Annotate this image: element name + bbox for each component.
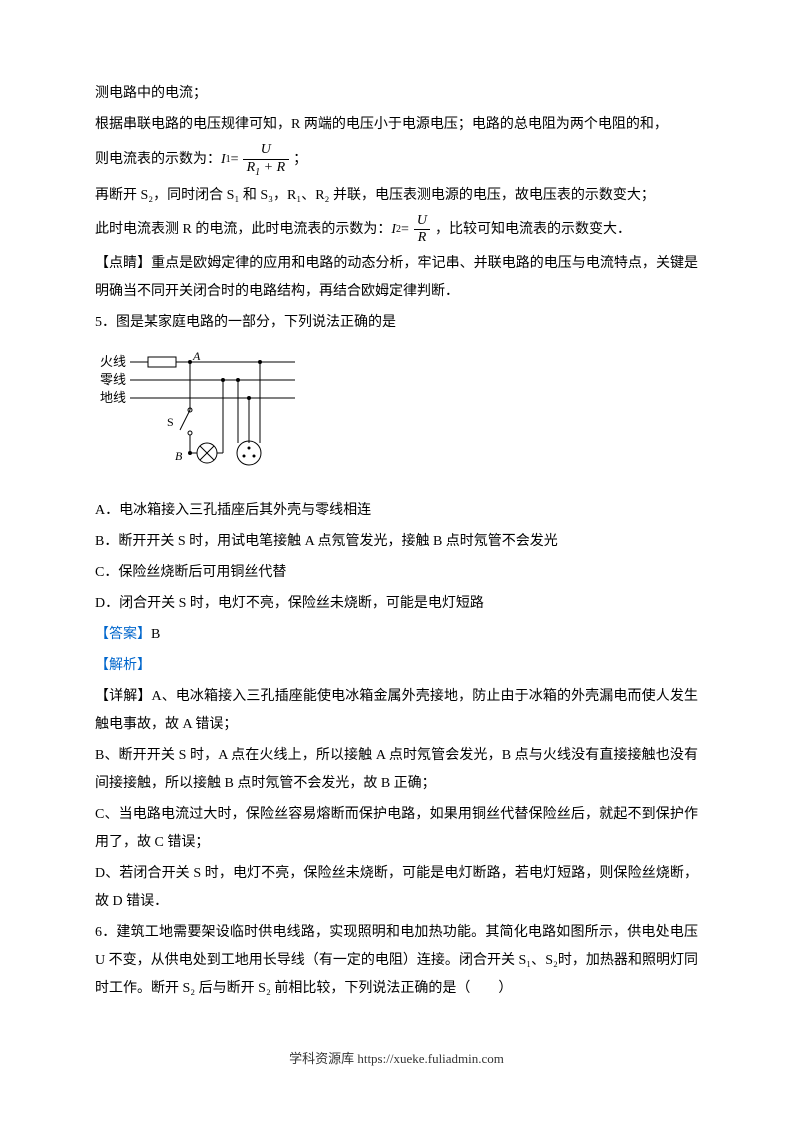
question-6: 6．建筑工地需要架设临时供电线路，实现照明和电加热功能。其简化电路如图所示，供电… xyxy=(95,919,698,1003)
var: R xyxy=(277,160,286,175)
circuit-diagram: 火线 A 零线 地线 S B xyxy=(95,348,295,478)
denominator: R xyxy=(414,229,431,247)
answer-value: B xyxy=(151,627,160,642)
denominator: R1 + R xyxy=(243,159,290,179)
formula-line-2: 此时电流表测 R 的电流，此时电流表的示数为： I2 = U R ，比较可知电流… xyxy=(95,213,698,248)
label-neutral: 零线 xyxy=(100,372,126,387)
paragraph: 再断开 S₂，同时闭合 S₁ 和 S₃，R₁、R₂ 并联，电压表测电源的电压，故… xyxy=(95,182,698,210)
analysis-label: 【解析】 xyxy=(95,652,698,680)
text: ，比较可知电流表的示数变大． xyxy=(435,216,631,244)
question-title: 5．图是某家庭电路的一部分，下列说法正确的是 xyxy=(95,309,698,337)
option-B: B．断开开关 S 时，用试电笔接触 A 点氖管发光，接触 B 点时氖管不会发光 xyxy=(95,528,698,556)
paragraph: 测电路中的电流； xyxy=(95,80,698,108)
detail-C: C、当电路电流过大时，保险丝容易熔断而保护电路，如果用铜丝代替保险丝后，就起不到… xyxy=(95,801,698,857)
detail-A: 【详解】A、电冰箱接入三孔插座能使电冰箱金属外壳接地，防止由于冰箱的外壳漏电而使… xyxy=(95,683,698,739)
option-A: A．电冰箱接入三孔插座后其外壳与零线相连 xyxy=(95,497,698,525)
answer-line: 【答案】B xyxy=(95,621,698,649)
answer-label: 【答案】 xyxy=(95,627,151,642)
document-content: 测电路中的电流； 根据串联电路的电压规律可知，R 两端的电压小于电源电压；电路的… xyxy=(95,80,698,1003)
option-C: C．保险丝烧断后可用铜丝代替 xyxy=(95,559,698,587)
paragraph: 【点睛】重点是欧姆定律的应用和电路的动态分析，牢记串、并联电路的电压与电流特点，… xyxy=(95,250,698,306)
numerator: U xyxy=(257,142,275,159)
fraction: U R xyxy=(413,213,431,248)
fuse-icon xyxy=(148,357,176,367)
numerator: U xyxy=(413,213,431,230)
label-ground: 地线 xyxy=(100,390,126,405)
label-fire: 火线 xyxy=(100,354,126,369)
footer-text: 学科资源库 xyxy=(289,1051,357,1066)
text: ； xyxy=(293,146,307,174)
eq: = xyxy=(401,216,409,244)
text: 则电流表的示数为： xyxy=(95,146,221,174)
text: 此时电流表测 R 的电流，此时电流表的示数为： xyxy=(95,216,391,244)
fraction: U R1 + R xyxy=(243,142,290,179)
formula-line-1: 则电流表的示数为： I1 = U R1 + R ； xyxy=(95,142,698,179)
detail-B: B、断开开关 S 时，A 点在火线上，所以接触 A 点时氖管会发光，B 点与火线… xyxy=(95,742,698,798)
footer-link[interactable]: https://xueke.fuliadmin.com xyxy=(357,1051,504,1066)
paragraph: 根据串联电路的电压规律可知，R 两端的电压小于电源电压；电路的总电阻为两个电阻的… xyxy=(95,111,698,139)
socket-icon xyxy=(237,441,261,465)
detail-D: D、若闭合开关 S 时，电灯不亮，保险丝未烧断，可能是电灯断路，若电灯短路，则保… xyxy=(95,860,698,916)
switch-icon xyxy=(180,410,190,430)
label-A: A xyxy=(192,349,201,363)
option-D: D．闭合开关 S 时，电灯不亮，保险丝未烧断，可能是电灯短路 xyxy=(95,590,698,618)
label-B: B xyxy=(175,449,183,463)
footer: 学科资源库 https://xueke.fuliadmin.com xyxy=(0,1046,793,1072)
var: R xyxy=(247,160,256,175)
op: + xyxy=(260,160,276,175)
label-S: S xyxy=(167,415,174,429)
eq: = xyxy=(231,146,239,174)
